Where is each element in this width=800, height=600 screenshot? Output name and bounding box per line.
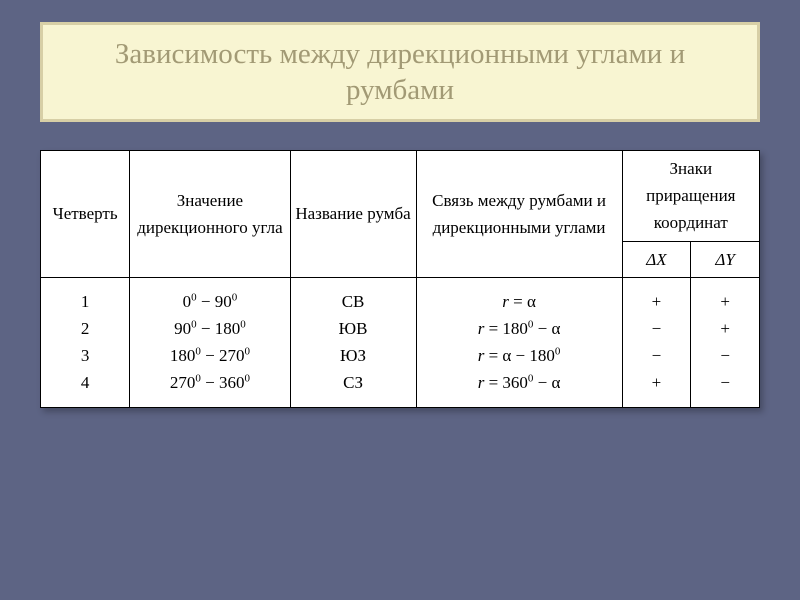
cell-rumb: СВ ЮВ ЮЗ СЗ	[290, 277, 416, 407]
header-dy: ΔY	[691, 241, 760, 277]
cell-relation: r = α r = 1800 − α r = α − 1800 r = 3600…	[416, 277, 622, 407]
cell-angle: 00 − 900 900 − 1800 1800 − 2700 2700 − 3…	[130, 277, 290, 407]
reference-table-container: Четверть Значение дирекционного угла Наз…	[40, 150, 760, 408]
header-relation: Связь между румбами и дирекционными угла…	[416, 151, 622, 278]
cell-dy: + + − −	[691, 277, 760, 407]
cell-quarter: 1 2 3 4	[41, 277, 130, 407]
header-dx: ΔX	[622, 241, 691, 277]
slide-title: Зависимость между дирекционными углами и…	[40, 22, 760, 122]
header-rumb-name: Название румба	[290, 151, 416, 278]
header-quarter: Четверть	[41, 151, 130, 278]
slide-title-text: Зависимость между дирекционными углами и…	[67, 36, 733, 109]
angle-rumb-table: Четверть Значение дирекционного угла Наз…	[40, 150, 760, 408]
cell-dx: + − − +	[622, 277, 691, 407]
header-angle-value: Значение дирекционного угла	[130, 151, 290, 278]
header-signs: Знаки приращения координат	[622, 151, 759, 242]
table-row: 1 2 3 4 00 − 900 900 − 1800 1800 − 2700 …	[41, 277, 760, 407]
